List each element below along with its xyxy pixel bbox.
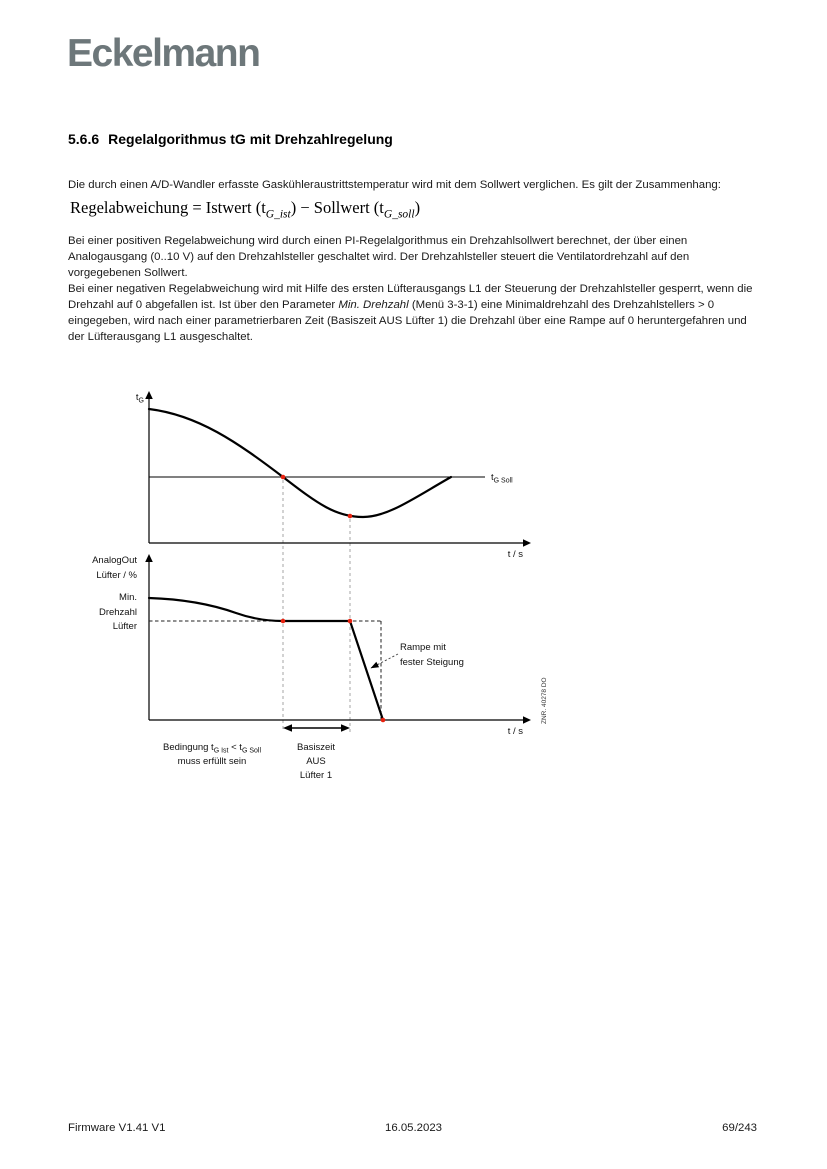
- formula-subscript: G_ist: [265, 208, 291, 221]
- minimum-marker: [347, 513, 353, 519]
- footer-page-number: 69/243: [722, 1122, 757, 1134]
- ramp-annotation-line2: fester Steigung: [400, 657, 464, 668]
- min-drehzahl-parameter: Min. Drehzahl: [338, 299, 409, 311]
- formula-part: ) − Sollwert (t: [290, 198, 384, 217]
- y-axis-arrow-icon: [145, 391, 153, 399]
- section-title: Regelalgorithmus tG mit Drehzahlregelung: [108, 131, 393, 147]
- arrow-right-icon: [341, 724, 350, 732]
- analogout-label-line1: AnalogOut: [92, 555, 137, 566]
- fan-output-chart: AnalogOut Lüfter / % Min. Drehzahl Lüfte…: [92, 554, 548, 781]
- min-drehzahl-label-line3: Lüfter: [113, 621, 137, 632]
- ramp-start-marker: [347, 618, 353, 624]
- section-number: 5.6.6: [68, 131, 100, 147]
- control-deviation-formula: Regelabweichung = Istwert (tG_ist) − Sol…: [70, 198, 420, 220]
- paragraph-positive-deviation: Bei einer positiven Regelabweichung wird…: [68, 235, 690, 279]
- formula-subscript: G_soll: [383, 208, 415, 221]
- eckelmann-logo: Eckelmann: [67, 32, 261, 75]
- fan-output-curve: [147, 596, 385, 722]
- tg-axis-label: tG: [136, 392, 144, 405]
- ramp-end-marker: [380, 717, 386, 723]
- formula-part: ): [414, 198, 421, 217]
- min-drehzahl-label-line2: Drehzahl: [99, 607, 137, 618]
- footer-date: 16.05.2023: [384, 1122, 442, 1134]
- ramp-annotation-line1: Rampe mit: [400, 642, 446, 653]
- arrow-left-icon: [283, 724, 292, 732]
- y-axis-arrow-icon: [145, 554, 153, 562]
- section-heading: 5.6.6 Regelalgorithmus tG mit Drehzahlreg…: [68, 131, 393, 147]
- drawing-number: ZNR. 40278 DO: [541, 677, 548, 724]
- basiszeit-caption-line1: Basiszeit: [297, 742, 335, 753]
- text-segment: Bei einer negativen Regelabweichung wird…: [68, 283, 753, 311]
- basiszeit-caption-line3: Lüfter 1: [300, 770, 332, 781]
- time-axis-label: t / s: [508, 549, 524, 560]
- tg-temperature-curve: [147, 407, 453, 519]
- x-axis-arrow-icon: [523, 716, 531, 724]
- ramp-annotation-arrow: [370, 653, 399, 669]
- tg-soll-label: tG Soll: [491, 472, 513, 485]
- text-segment: (Menü 3-3-1) eine Minimaldrehzahl des Dr…: [68, 299, 747, 343]
- basiszeit-caption-line2: AUS: [306, 756, 326, 767]
- temperature-chart: tG tG Soll t / s: [136, 391, 531, 560]
- body-text: Bei einer positiven Regelabweichung wird…: [68, 233, 762, 345]
- formula-part: Regelabweichung = Istwert (t: [70, 198, 266, 217]
- time-axis-label: t / s: [508, 726, 524, 737]
- condition-caption-line1: Bedingung tG Ist < tG Soll: [163, 742, 261, 755]
- analogout-label-line2: Lüfter / %: [96, 570, 137, 581]
- crossing-marker: [280, 474, 286, 480]
- control-diagram: tG tG Soll t / s AnalogOut Lüfter / % Mi…: [92, 391, 548, 781]
- intro-paragraph: Die durch einen A/D-Wandler erfasste Gas…: [68, 179, 721, 192]
- min-drehzahl-label-line1: Min.: [119, 592, 137, 603]
- hold-start-marker: [280, 618, 286, 624]
- footer-firmware-version: Firmware V1.41 V1: [68, 1122, 166, 1134]
- paragraph-negative-deviation: Bei einer negativen Regelabweichung wird…: [68, 281, 762, 345]
- x-axis-arrow-icon: [523, 539, 531, 547]
- condition-caption-line2: muss erfüllt sein: [178, 756, 247, 767]
